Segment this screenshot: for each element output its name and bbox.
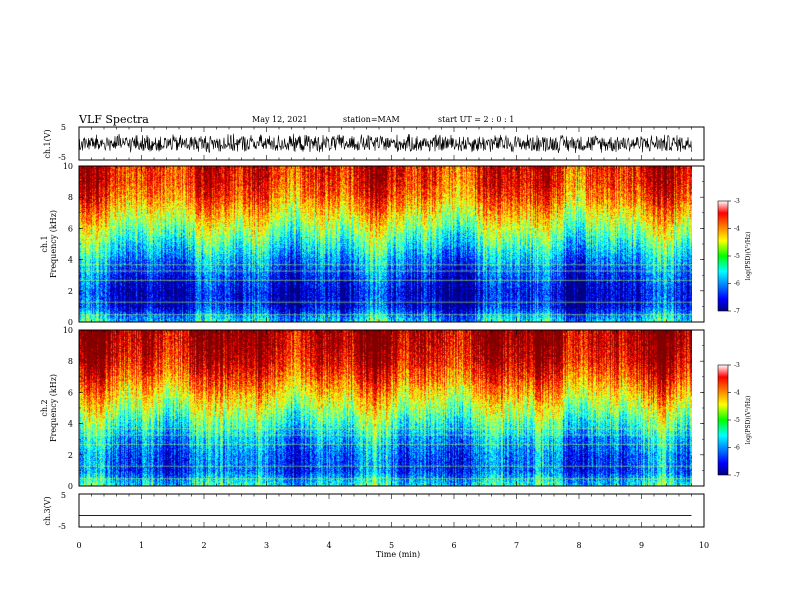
- x-tick-label: 2: [201, 541, 206, 550]
- ch2-spectrogram-ylabel-frequency: Frequency (kHz): [49, 374, 58, 442]
- ch1-ytick-bottom: -5: [58, 153, 66, 162]
- ch2-colorbar-ticks: -3 -4 -5 -6 -7: [728, 362, 740, 479]
- ch1-colorbar-label: log(PSD)(V²/Hz): [745, 232, 752, 281]
- ch2-spectrogram-ticks: [78, 330, 705, 486]
- ch3-waveform-panel: 5 -5 ch.3(V): [43, 491, 705, 531]
- colorbar-tick-label: -6: [734, 445, 740, 452]
- y-tick-label: 2: [68, 451, 73, 460]
- ch1-spectrogram-ticks: [78, 166, 705, 322]
- x-tick-label: 0: [76, 541, 81, 550]
- y-tick-label: 6: [68, 388, 73, 397]
- y-tick-label: 10: [63, 162, 73, 171]
- colorbar-tick-label: -4: [734, 390, 740, 397]
- x-tick-label: 6: [451, 541, 456, 550]
- y-tick-label: 6: [68, 224, 73, 233]
- date-label: May 12, 2021: [252, 115, 308, 124]
- colorbar-tick-label: -7: [734, 308, 740, 315]
- ch2-colorbar: -3 -4 -5 -6 -7 log(PSD)(V²/Hz): [717, 362, 752, 479]
- ch2-spectrogram-ylabel-channel: ch.2: [40, 399, 49, 416]
- ch1-waveform-line: [78, 133, 692, 154]
- y-tick-label: 2: [68, 287, 73, 296]
- spectrogram-bitmap: [79, 330, 692, 486]
- x-tick-label: 1: [139, 541, 144, 550]
- colorbar-tick-label: -3: [734, 362, 740, 369]
- ch1-spectrogram-yticks: 0 2 4 6 8 10: [63, 162, 704, 327]
- ch1-colorbar-ticks: -3 -4 -5 -6 -7: [728, 198, 740, 315]
- y-tick-label: 0: [68, 482, 73, 491]
- ch2-colorbar-label: log(PSD)(V²/Hz): [745, 396, 752, 445]
- x-tick-label: 10: [699, 541, 709, 550]
- spectrogram-bitmap: [79, 166, 692, 322]
- x-axis-label: Time (min): [376, 550, 420, 559]
- colorbar-tick-label: -4: [734, 226, 740, 233]
- ch1-colorbar: -3 -4 -5 -6 -7 log(PSD)(V²/Hz): [717, 198, 752, 315]
- ch1-spectrogram-ylabel-channel: ch.1: [40, 235, 49, 252]
- figure-title: VLF Spectra: [78, 113, 149, 126]
- x-tick-label: 7: [514, 541, 519, 550]
- colorbar-tick-label: -5: [734, 417, 740, 424]
- y-tick-label: 0: [68, 318, 73, 327]
- y-tick-label: 4: [68, 256, 73, 265]
- ch1-spectrogram-panel: 0 2 4 6 8 10 ch.1 Frequency (kHz): [40, 162, 705, 327]
- ch1-spectrogram-ylabel-frequency: Frequency (kHz): [49, 210, 58, 278]
- station-label: station=MAM: [343, 115, 400, 124]
- x-tick-label: 3: [264, 541, 269, 550]
- ch1-colorbar-gradient: [717, 200, 729, 312]
- ch2-spectrogram-panel: 0 2 4 6 8 10 ch.2 Frequency (kHz): [40, 326, 705, 491]
- ch2-colorbar-gradient: [717, 364, 729, 476]
- ch2-spectrogram-image: [79, 330, 692, 486]
- ch3-waveform-ylabel: ch.3(V): [43, 496, 52, 525]
- colorbar-tick-label: -7: [734, 472, 740, 479]
- colorbar-tick-label: -3: [734, 198, 740, 205]
- ch3-ytick-top: 5: [61, 491, 66, 500]
- y-tick-label: 4: [68, 420, 73, 429]
- colorbar-tick-label: -6: [734, 281, 740, 288]
- ch1-waveform-ticks: [78, 127, 705, 160]
- x-tick-label: 9: [639, 541, 644, 550]
- x-tick-label: 8: [576, 541, 581, 550]
- ch1-waveform-ylabel: ch.1(V): [43, 129, 52, 158]
- x-tick-label: 4: [326, 541, 331, 550]
- ch3-waveform-ticks: [78, 494, 705, 527]
- ch3-ytick-bottom: -5: [58, 522, 66, 531]
- ch2-spectrogram-yticks: 0 2 4 6 8 10: [63, 326, 704, 491]
- start-time-label: start UT = 2 : 0 : 1: [438, 115, 514, 124]
- x-tick-label: 5: [389, 541, 394, 550]
- y-tick-label: 8: [68, 357, 73, 366]
- y-tick-label: 8: [68, 193, 73, 202]
- y-tick-label: 10: [63, 326, 73, 335]
- ch1-waveform-panel: 5 -5 ch.1(V): [43, 123, 705, 162]
- ch1-spectrogram-image: [79, 166, 692, 322]
- ch1-ytick-top: 5: [61, 123, 66, 132]
- x-axis-tick-labels: 0 1 2 3 4 5 6 7 8 9 10: [76, 541, 709, 550]
- colorbar-tick-label: -5: [734, 253, 740, 260]
